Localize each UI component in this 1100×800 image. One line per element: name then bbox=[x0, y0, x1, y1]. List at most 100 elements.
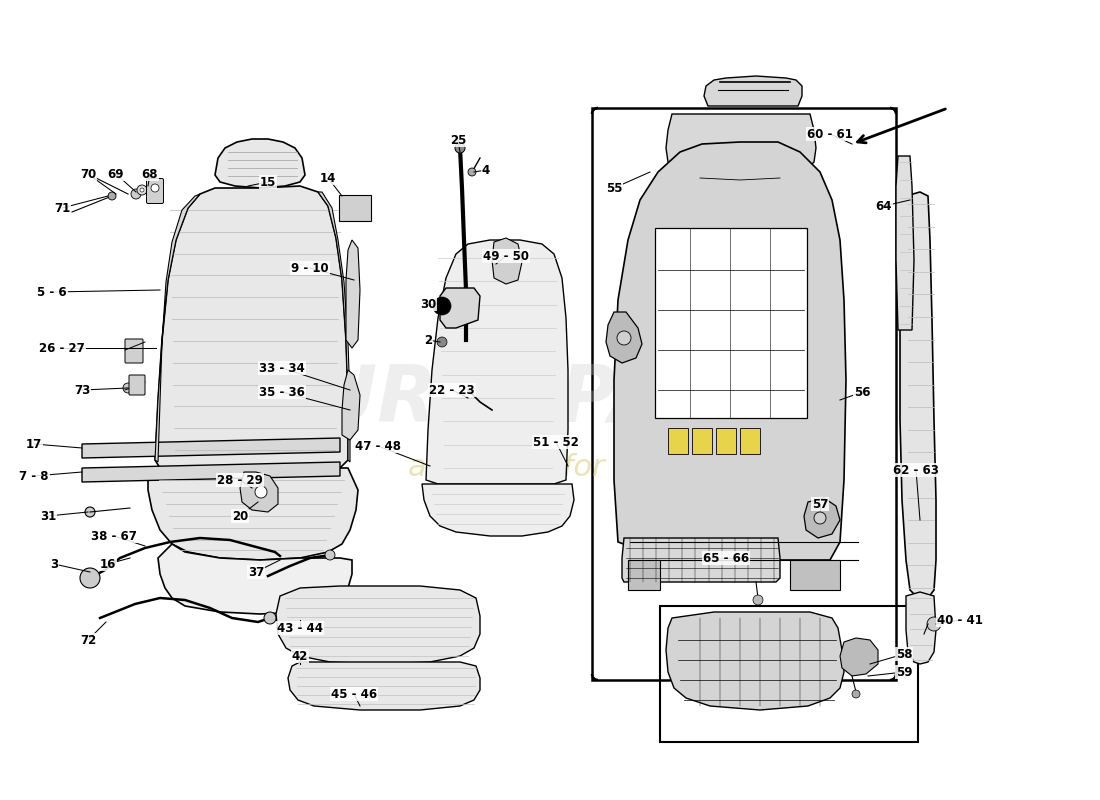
Text: 38 - 67: 38 - 67 bbox=[91, 530, 136, 542]
FancyBboxPatch shape bbox=[125, 339, 143, 363]
Text: 14: 14 bbox=[320, 171, 337, 185]
Text: 16: 16 bbox=[100, 558, 117, 570]
Polygon shape bbox=[155, 194, 200, 462]
Polygon shape bbox=[346, 240, 360, 348]
Circle shape bbox=[617, 331, 631, 345]
Bar bbox=[668, 428, 688, 454]
Text: 69: 69 bbox=[108, 167, 124, 181]
Text: 68: 68 bbox=[142, 167, 158, 181]
Text: 59: 59 bbox=[895, 666, 912, 678]
Circle shape bbox=[131, 189, 141, 199]
Polygon shape bbox=[318, 192, 350, 462]
Circle shape bbox=[754, 595, 763, 605]
Text: 28 - 29: 28 - 29 bbox=[217, 474, 263, 486]
Circle shape bbox=[852, 690, 860, 698]
Text: 60 - 61: 60 - 61 bbox=[807, 127, 852, 141]
Text: 42: 42 bbox=[292, 650, 308, 662]
Circle shape bbox=[80, 568, 100, 588]
FancyBboxPatch shape bbox=[146, 178, 164, 203]
Text: 31: 31 bbox=[40, 510, 56, 522]
Circle shape bbox=[433, 297, 451, 315]
Circle shape bbox=[138, 185, 147, 195]
Text: 73: 73 bbox=[74, 383, 90, 397]
Text: 56: 56 bbox=[854, 386, 870, 398]
Polygon shape bbox=[422, 484, 574, 536]
Polygon shape bbox=[906, 592, 936, 664]
Text: 64: 64 bbox=[876, 199, 892, 213]
Polygon shape bbox=[426, 240, 568, 484]
Polygon shape bbox=[606, 312, 642, 363]
Text: 51 - 52: 51 - 52 bbox=[534, 435, 579, 449]
FancyBboxPatch shape bbox=[628, 560, 660, 590]
Polygon shape bbox=[492, 238, 522, 284]
Text: 65 - 66: 65 - 66 bbox=[703, 551, 749, 565]
Text: 7 - 8: 7 - 8 bbox=[20, 470, 48, 482]
Text: 72: 72 bbox=[80, 634, 96, 646]
Bar bbox=[740, 428, 760, 454]
Circle shape bbox=[140, 188, 144, 192]
Polygon shape bbox=[666, 612, 844, 710]
Text: 49 - 50: 49 - 50 bbox=[483, 250, 529, 262]
Polygon shape bbox=[82, 462, 340, 482]
Polygon shape bbox=[288, 662, 480, 710]
Polygon shape bbox=[666, 114, 816, 178]
Circle shape bbox=[255, 486, 267, 498]
Text: a passion for parts: a passion for parts bbox=[408, 454, 692, 482]
Text: 43 - 44: 43 - 44 bbox=[277, 622, 323, 634]
Circle shape bbox=[123, 383, 133, 393]
Polygon shape bbox=[704, 76, 802, 106]
FancyBboxPatch shape bbox=[790, 560, 840, 590]
Text: 15: 15 bbox=[260, 175, 276, 189]
Polygon shape bbox=[900, 192, 936, 600]
Bar bbox=[692, 428, 712, 454]
Text: 45 - 46: 45 - 46 bbox=[331, 687, 377, 701]
Polygon shape bbox=[148, 468, 358, 560]
FancyBboxPatch shape bbox=[339, 195, 371, 221]
Text: 35 - 36: 35 - 36 bbox=[260, 386, 305, 398]
Circle shape bbox=[264, 612, 276, 624]
Text: 26 - 27: 26 - 27 bbox=[40, 342, 85, 354]
Circle shape bbox=[108, 192, 115, 200]
Circle shape bbox=[814, 512, 826, 524]
Text: 30: 30 bbox=[420, 298, 436, 310]
FancyBboxPatch shape bbox=[654, 228, 807, 418]
Polygon shape bbox=[804, 498, 840, 538]
Circle shape bbox=[437, 337, 447, 347]
Polygon shape bbox=[621, 538, 780, 582]
Text: 9 - 10: 9 - 10 bbox=[292, 262, 329, 274]
Polygon shape bbox=[214, 139, 305, 188]
Polygon shape bbox=[840, 638, 878, 676]
Text: 4: 4 bbox=[482, 163, 491, 177]
Polygon shape bbox=[158, 544, 352, 614]
Bar bbox=[716, 428, 736, 454]
Circle shape bbox=[468, 168, 476, 176]
Polygon shape bbox=[276, 586, 480, 664]
Polygon shape bbox=[440, 288, 480, 328]
Polygon shape bbox=[896, 156, 914, 330]
Circle shape bbox=[151, 184, 160, 192]
Text: 57: 57 bbox=[812, 498, 828, 510]
Polygon shape bbox=[614, 142, 846, 560]
Circle shape bbox=[85, 507, 95, 517]
Text: 58: 58 bbox=[895, 647, 912, 661]
Text: 70: 70 bbox=[80, 167, 96, 181]
Circle shape bbox=[455, 143, 465, 153]
Text: 47 - 48: 47 - 48 bbox=[355, 439, 402, 453]
Circle shape bbox=[324, 550, 336, 560]
Polygon shape bbox=[82, 438, 340, 458]
Text: 2: 2 bbox=[424, 334, 432, 346]
Circle shape bbox=[927, 617, 940, 631]
Text: 62 - 63: 62 - 63 bbox=[893, 463, 939, 477]
Text: 33 - 34: 33 - 34 bbox=[260, 362, 305, 374]
Text: 40 - 41: 40 - 41 bbox=[937, 614, 983, 626]
Polygon shape bbox=[342, 370, 360, 440]
Text: 17: 17 bbox=[26, 438, 42, 450]
Text: 55: 55 bbox=[606, 182, 623, 194]
Text: EUROSPARES: EUROSPARES bbox=[262, 362, 838, 438]
Polygon shape bbox=[240, 472, 278, 512]
Text: 3: 3 bbox=[50, 558, 58, 570]
Text: 20: 20 bbox=[232, 510, 249, 522]
Polygon shape bbox=[155, 186, 348, 468]
Text: 25: 25 bbox=[450, 134, 466, 146]
Text: 71: 71 bbox=[54, 202, 70, 214]
